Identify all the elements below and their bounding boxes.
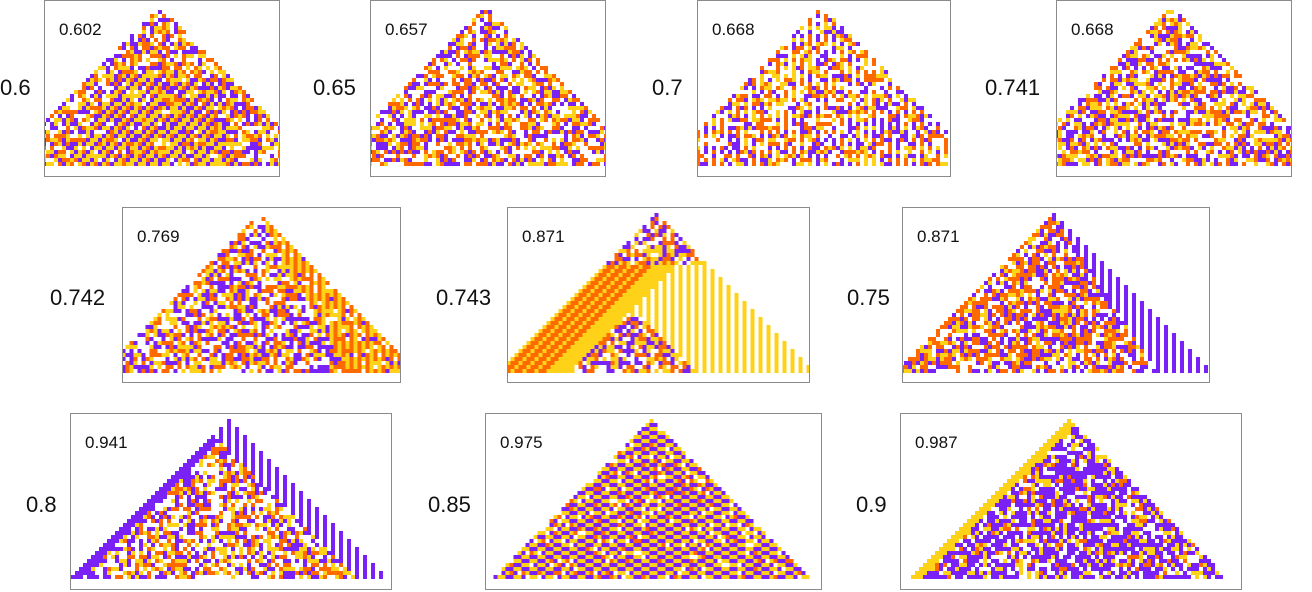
ca-pattern [71, 419, 383, 579]
panel-value: 0.602 [59, 20, 102, 39]
ca-pattern [698, 10, 948, 166]
row-label-0.7: 0.7 [652, 75, 683, 100]
row-label-0.75: 0.75 [847, 285, 890, 310]
row-label-0.8: 0.8 [26, 492, 57, 517]
ca-panel-8: 0.941 [70, 413, 392, 590]
ca-pattern [45, 10, 279, 166]
row-label-0.741: 0.741 [985, 75, 1041, 100]
panel-value: 0.975 [500, 433, 543, 452]
panel-value: 0.668 [712, 20, 755, 39]
ca-panel-5: 0.769 [122, 207, 401, 383]
panel-value: 0.668 [1071, 20, 1114, 39]
row-label-0.6: 0.6 [0, 75, 31, 100]
panel-value: 0.871 [917, 227, 960, 246]
ca-pattern [371, 10, 605, 166]
ca-panel-6: 0.871 [507, 207, 810, 383]
row-label-0.85: 0.85 [428, 492, 471, 517]
row-label-0.65: 0.65 [313, 75, 356, 100]
ca-pattern [1057, 10, 1291, 166]
panel-value: 0.941 [85, 433, 128, 452]
ca-pattern [493, 419, 810, 579]
row-label-0.742: 0.742 [50, 285, 106, 310]
ca-pattern [911, 419, 1223, 579]
panel-value: 0.657 [385, 20, 428, 39]
ca-pattern [903, 213, 1208, 373]
row-label-0.743: 0.743 [436, 285, 492, 310]
ca-panel-1: 0.602 [44, 0, 280, 177]
ca-panel-9: 0.975 [485, 413, 822, 590]
panel-value: 0.769 [137, 227, 180, 246]
ca-panel-4: 0.668 [1056, 0, 1292, 177]
ca-pattern [508, 213, 809, 373]
panel-value: 0.871 [522, 227, 565, 246]
ca-panel-3: 0.668 [697, 0, 951, 177]
row-label-0.9: 0.9 [856, 492, 887, 517]
ca-pattern [123, 217, 400, 373]
ca-panel-7: 0.871 [902, 207, 1210, 383]
ca-panel-2: 0.657 [370, 0, 606, 177]
panel-value: 0.987 [915, 433, 958, 452]
ca-panel-10: 0.987 [900, 413, 1242, 590]
